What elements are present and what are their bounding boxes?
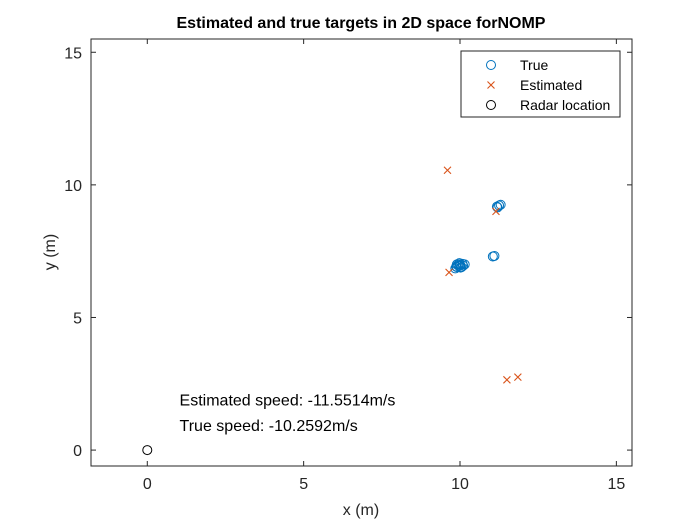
x-tick-label: 5 — [299, 476, 308, 493]
legend: True Estimated Radar location — [460, 50, 621, 118]
estimated-point — [513, 373, 522, 382]
axes-box — [90, 38, 633, 467]
x-tick-label: 0 — [143, 476, 152, 493]
series-1 — [443, 166, 522, 384]
y-tick-label: 0 — [73, 443, 82, 460]
estimated-point — [443, 166, 452, 175]
y-tick-label: 10 — [64, 178, 82, 195]
y-tick-label: 15 — [64, 45, 82, 62]
legend-marker — [486, 60, 496, 70]
estimated-point — [445, 268, 453, 277]
chart-title: Estimated and true targets in 2D space f… — [177, 15, 546, 32]
ticks-layer: 0 5 10 15 0 5 10 15 — [64, 39, 632, 493]
y-axis-label: y (m) — [42, 234, 59, 270]
legend-marker — [486, 100, 496, 110]
true-point — [494, 200, 505, 211]
true-point — [454, 258, 465, 269]
annotation-text: Estimated speed: -11.5514m/s — [180, 393, 396, 410]
legend-marker — [487, 81, 495, 89]
marks-layer — [142, 166, 522, 456]
estimated-point — [492, 207, 500, 216]
true-point — [451, 261, 462, 272]
radar-point — [142, 445, 153, 456]
x-axis-label: x (m) — [343, 502, 379, 519]
legend-label: True — [520, 57, 548, 73]
legend-label: Estimated — [520, 77, 582, 93]
true-point — [492, 202, 503, 213]
x-tick-label: 10 — [451, 476, 469, 493]
series-2 — [142, 445, 153, 456]
true-point — [489, 250, 500, 261]
axes-layer — [90, 38, 633, 467]
legend-label: Radar location — [520, 97, 610, 113]
series-0 — [450, 199, 506, 274]
annotations-layer: Estimated speed: -11.5514m/s True speed: … — [180, 393, 396, 435]
y-tick-label: 5 — [73, 310, 82, 327]
annotation-text: True speed: -10.2592m/s — [180, 418, 358, 435]
x-tick-label: 15 — [607, 476, 625, 493]
estimated-point — [503, 375, 511, 384]
